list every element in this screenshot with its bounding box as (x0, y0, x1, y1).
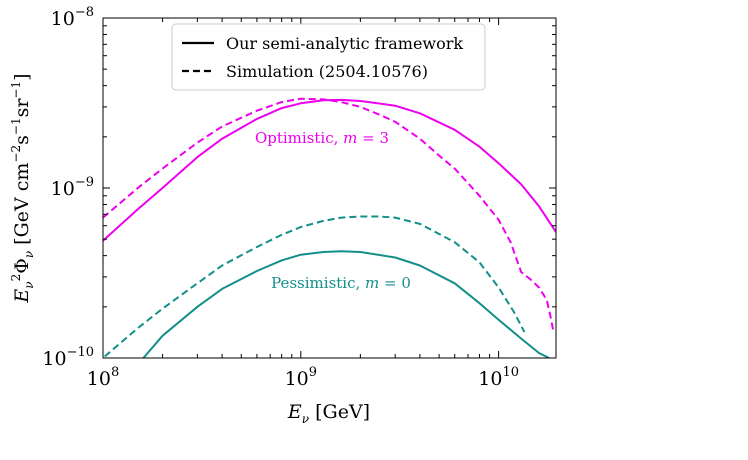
legend-label-simulation: Simulation (2504.10576) (226, 62, 428, 81)
x-tick-label: 1010 (478, 365, 519, 390)
y-axis-label: Eν2Φν [GeV cm−2s−1sr−1] (9, 73, 36, 303)
series-optimistic-dashed (103, 97, 555, 334)
x-tick-label: 108 (87, 365, 119, 390)
series-pessimistic-dashed (104, 215, 526, 358)
x-axis-label: Eν [GeV] (287, 401, 370, 426)
x-tick-label: 109 (285, 365, 317, 390)
y-tick-label: 10−9 (51, 175, 94, 200)
annotation-optimistic: Optimistic, m = 3 (255, 129, 389, 147)
legend-label-semi-analytic: Our semi-analytic framework (226, 34, 463, 53)
legend: Our semi-analytic framework Simulation (… (171, 23, 486, 91)
series-pessimistic-solid (142, 250, 550, 358)
series-optimistic-solid (103, 98, 556, 242)
annotation-pessimistic: Pessimistic, m = 0 (271, 274, 411, 292)
legend-box (171, 23, 486, 91)
y-tick-label: 10−10 (42, 345, 94, 370)
y-tick-label: 10−8 (51, 5, 94, 30)
